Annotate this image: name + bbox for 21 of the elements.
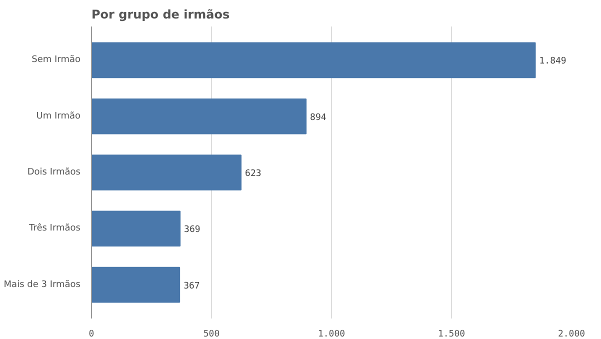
data-label: 1.849 — [539, 56, 566, 67]
y-tick-label: Um Irmão — [36, 111, 81, 122]
bar — [92, 98, 307, 134]
y-tick-label: Sem Irmão — [32, 55, 81, 66]
y-tick-label: Três Irmãos — [28, 222, 81, 234]
y-tick-label: Dois Irmãos — [27, 168, 81, 178]
x-tick-label: 500 — [203, 330, 220, 339]
bar — [92, 42, 536, 78]
chart-title: Por grupo de irmãos — [92, 8, 230, 22]
data-label: 623 — [245, 169, 262, 179]
x-tick-label: 2.000 — [558, 330, 586, 339]
data-label: 369 — [184, 225, 200, 236]
x-tick-label: 0 — [88, 330, 94, 339]
bar — [92, 266, 180, 303]
bar — [92, 210, 181, 247]
bar — [92, 154, 242, 190]
x-tick-label: 1.000 — [318, 330, 346, 339]
x-tick-label: 1.500 — [438, 330, 466, 339]
data-label: 367 — [184, 281, 200, 292]
y-tick-label: Mais de 3 Irmãos — [4, 280, 81, 290]
data-label: 894 — [310, 112, 326, 123]
